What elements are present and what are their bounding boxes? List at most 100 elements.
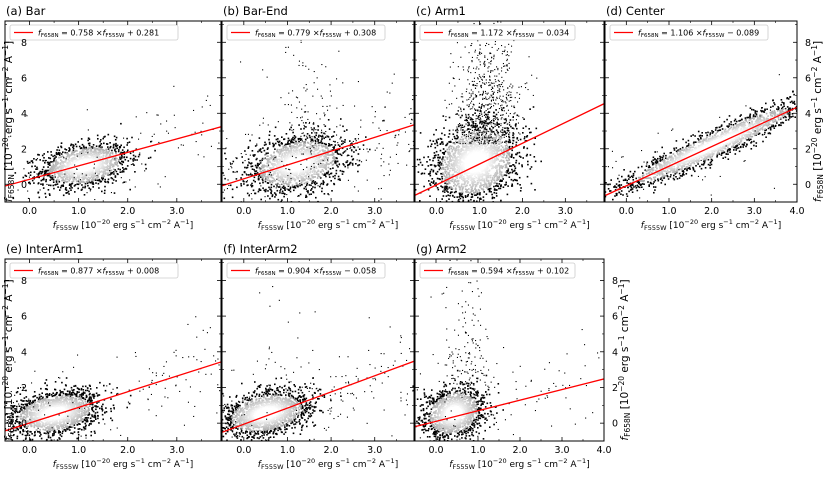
fit-line — [415, 378, 604, 428]
axes-frame — [4, 258, 222, 442]
y-tick-label-right: 8 — [805, 38, 811, 49]
fit-line — [5, 126, 221, 187]
legend: fF658N = 1.106 ×fF555W − 0.089 — [609, 24, 769, 41]
panel-title: (f) InterArm2 — [223, 242, 298, 256]
x-tick-label: 0.0 — [619, 206, 634, 217]
x-tick-label: 2.0 — [704, 206, 719, 217]
legend: fF658N = 0.594 ×fF555W + 0.102 — [419, 262, 576, 279]
x-tick-label: 4.0 — [789, 206, 804, 217]
legend-label: fF658N = 1.172 ×fF555W − 0.034 — [448, 29, 569, 40]
legend: fF658N = 0.904 ×fF555W − 0.058 — [226, 262, 386, 279]
x-tick-label: 4.0 — [596, 445, 611, 456]
legend-box — [419, 262, 576, 279]
legend-label: fF658N = 0.877 ×fF555W + 0.008 — [38, 267, 159, 278]
panel-4: (e) InterArm1 fF658N = 0.877 ×fF555W + 0.… — [1, 242, 222, 471]
panel-title: (b) Bar-End — [223, 4, 288, 18]
x-axis-label: fF555W [10−20 erg s−1 cm−2 A−1] — [53, 457, 193, 471]
x-tick-label: 3.0 — [367, 206, 382, 217]
x-tick-label: 3.0 — [747, 206, 762, 217]
x-tick-label: 3.0 — [367, 445, 382, 456]
fit-line — [415, 103, 604, 196]
legend-box — [609, 24, 769, 41]
y-tick-label: 8 — [21, 276, 27, 287]
legend-label: fF658N = 0.904 ×fF555W − 0.058 — [255, 267, 376, 278]
y-tick-label-right: 0 — [612, 419, 618, 430]
fit-line — [222, 360, 414, 433]
legend-label: fF658N = 0.594 ×fF555W + 0.102 — [448, 267, 569, 278]
panel-title: (d) Center — [606, 4, 665, 18]
legend-box — [9, 24, 179, 41]
density-points — [605, 74, 797, 201]
panel-3: (d) Center fF658N = 1.106 ×fF555W − 0.089… — [604, 4, 825, 232]
x-tick-label: 1.0 — [472, 206, 487, 217]
legend-box — [226, 262, 386, 279]
axes-frame — [604, 20, 798, 203]
y-tick-label: 4 — [21, 109, 27, 120]
fit-line — [5, 361, 221, 432]
x-tick-label: 2.0 — [120, 445, 135, 456]
legend: fF658N = 0.779 ×fF555W + 0.308 — [226, 24, 386, 41]
panel-6: (g) Arm2 fF658N = 0.594 ×fF555W + 0.102 0.… — [414, 242, 632, 471]
x-tick-label: 1.0 — [661, 206, 676, 217]
x-tick-label: 0.0 — [429, 206, 444, 217]
y-tick-label: 8 — [21, 38, 27, 49]
y-axis-label-right: fF658N [10−20 erg s−1 cm−2 A−1] — [810, 41, 825, 202]
y-tick-label-right: 0 — [805, 180, 811, 191]
panel-0: (a) Bar fF658N = 0.758 ×fF555W + 0.281 0.0… — [1, 4, 222, 232]
y-tick-label-right: 4 — [612, 347, 618, 358]
y-axis-label: fF658N [10−20 erg s−1 cm−2 A−1] — [1, 41, 16, 202]
panel-title: (c) Arm1 — [416, 4, 466, 18]
x-tick-label: 2.0 — [512, 445, 527, 456]
x-tick-label: 0.0 — [236, 206, 251, 217]
legend-box — [419, 24, 576, 41]
legend: fF658N = 0.758 ×fF555W + 0.281 — [9, 24, 179, 41]
axes-frame — [4, 20, 222, 203]
panel-title: (a) Bar — [6, 4, 46, 18]
y-tick-label-right: 6 — [612, 312, 618, 323]
x-tick-label: 0.0 — [236, 445, 251, 456]
x-tick-label: 0.0 — [22, 206, 37, 217]
x-tick-label: 0.0 — [22, 445, 37, 456]
x-tick-label: 3.0 — [558, 206, 573, 217]
x-tick-label: 1.0 — [71, 206, 86, 217]
y-tick-label: 2 — [21, 383, 27, 394]
x-tick-label: 1.0 — [470, 445, 485, 456]
legend-label: fF658N = 0.758 ×fF555W + 0.281 — [38, 29, 159, 40]
y-tick-label-right: 4 — [805, 109, 811, 120]
x-axis-label: fF555W [10−20 erg s−1 cm−2 A−1] — [641, 218, 781, 232]
density-points — [222, 29, 414, 202]
legend-label: fF658N = 0.779 ×fF555W + 0.308 — [255, 29, 376, 40]
x-axis-label: fF555W [10−20 erg s−1 cm−2 A−1] — [449, 457, 589, 471]
x-tick-label: 2.0 — [324, 206, 339, 217]
y-axis-label-right: fF658N [10−20 erg s−1 cm−2 A−1] — [617, 279, 632, 440]
x-tick-label: 2.0 — [324, 445, 339, 456]
fit-line — [605, 106, 797, 197]
x-tick-label: 3.0 — [169, 445, 184, 456]
legend-box — [9, 262, 179, 279]
x-axis-label: fF555W [10−20 erg s−1 cm−2 A−1] — [449, 218, 589, 232]
panel-2: (c) Arm1 fF658N = 1.172 ×fF555W − 0.034 0.… — [414, 4, 605, 232]
y-tick-label-right: 6 — [805, 73, 811, 84]
y-tick-label: 6 — [21, 73, 27, 84]
y-tick-label: 0 — [21, 180, 27, 191]
y-tick-label-right: 8 — [612, 276, 618, 287]
x-tick-label: 3.0 — [169, 206, 184, 217]
y-axis-label: fF658N [10−20 erg s−1 cm−2 A−1] — [1, 279, 16, 440]
panel-1: (b) Bar-End fF658N = 0.779 ×fF555W + 0.30… — [221, 4, 415, 232]
x-axis-label: fF555W [10−20 erg s−1 cm−2 A−1] — [258, 457, 398, 471]
y-tick-label: 0 — [21, 419, 27, 430]
x-tick-label: 1.0 — [71, 445, 86, 456]
panel-title: (g) Arm2 — [416, 242, 467, 256]
legend-box — [226, 24, 386, 41]
legend: fF658N = 0.877 ×fF555W + 0.008 — [9, 262, 179, 279]
y-tick-label: 6 — [21, 312, 27, 323]
legend-label: fF658N = 1.106 ×fF555W − 0.089 — [638, 29, 759, 40]
y-tick-label-right: 2 — [805, 144, 811, 155]
density-points — [415, 259, 604, 441]
x-tick-label: 1.0 — [280, 206, 295, 217]
x-axis-label: fF555W [10−20 erg s−1 cm−2 A−1] — [258, 218, 398, 232]
x-tick-label: 0.0 — [428, 445, 443, 456]
fit-line — [222, 124, 414, 187]
panel-title: (e) InterArm1 — [6, 242, 84, 256]
